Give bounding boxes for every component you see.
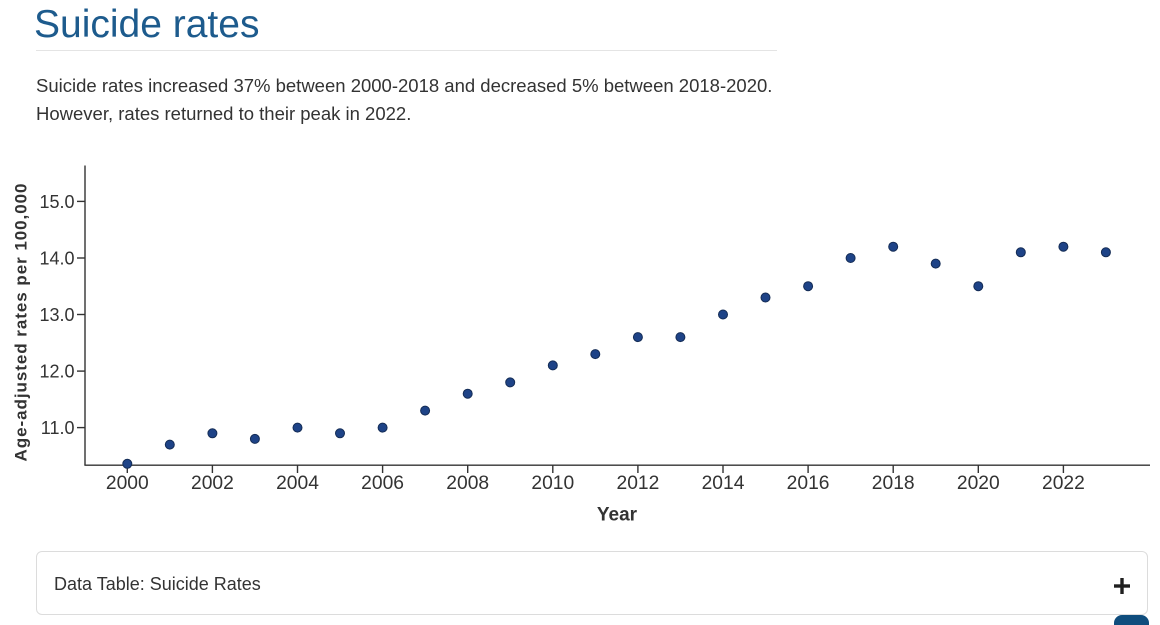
svg-text:2002: 2002 [191,473,234,494]
svg-text:2010: 2010 [531,473,574,494]
svg-text:14.0: 14.0 [39,249,74,269]
svg-text:11.0: 11.0 [41,418,75,438]
svg-text:2006: 2006 [361,473,404,494]
svg-text:2022: 2022 [1042,473,1085,494]
svg-text:2004: 2004 [276,473,319,494]
svg-text:2014: 2014 [702,473,745,494]
svg-text:2012: 2012 [616,473,659,494]
svg-text:2020: 2020 [957,473,1000,494]
svg-text:2000: 2000 [106,473,149,494]
svg-text:13.0: 13.0 [39,305,74,325]
svg-text:12.0: 12.0 [39,362,74,382]
svg-text:2018: 2018 [872,473,915,494]
svg-text:2016: 2016 [787,473,830,494]
svg-text:Age-adjusted rates per 100,000: Age-adjusted rates per 100,000 [12,183,31,462]
svg-text:Year: Year [597,505,638,526]
svg-text:2008: 2008 [446,473,489,494]
svg-text:15.0: 15.0 [39,192,74,212]
